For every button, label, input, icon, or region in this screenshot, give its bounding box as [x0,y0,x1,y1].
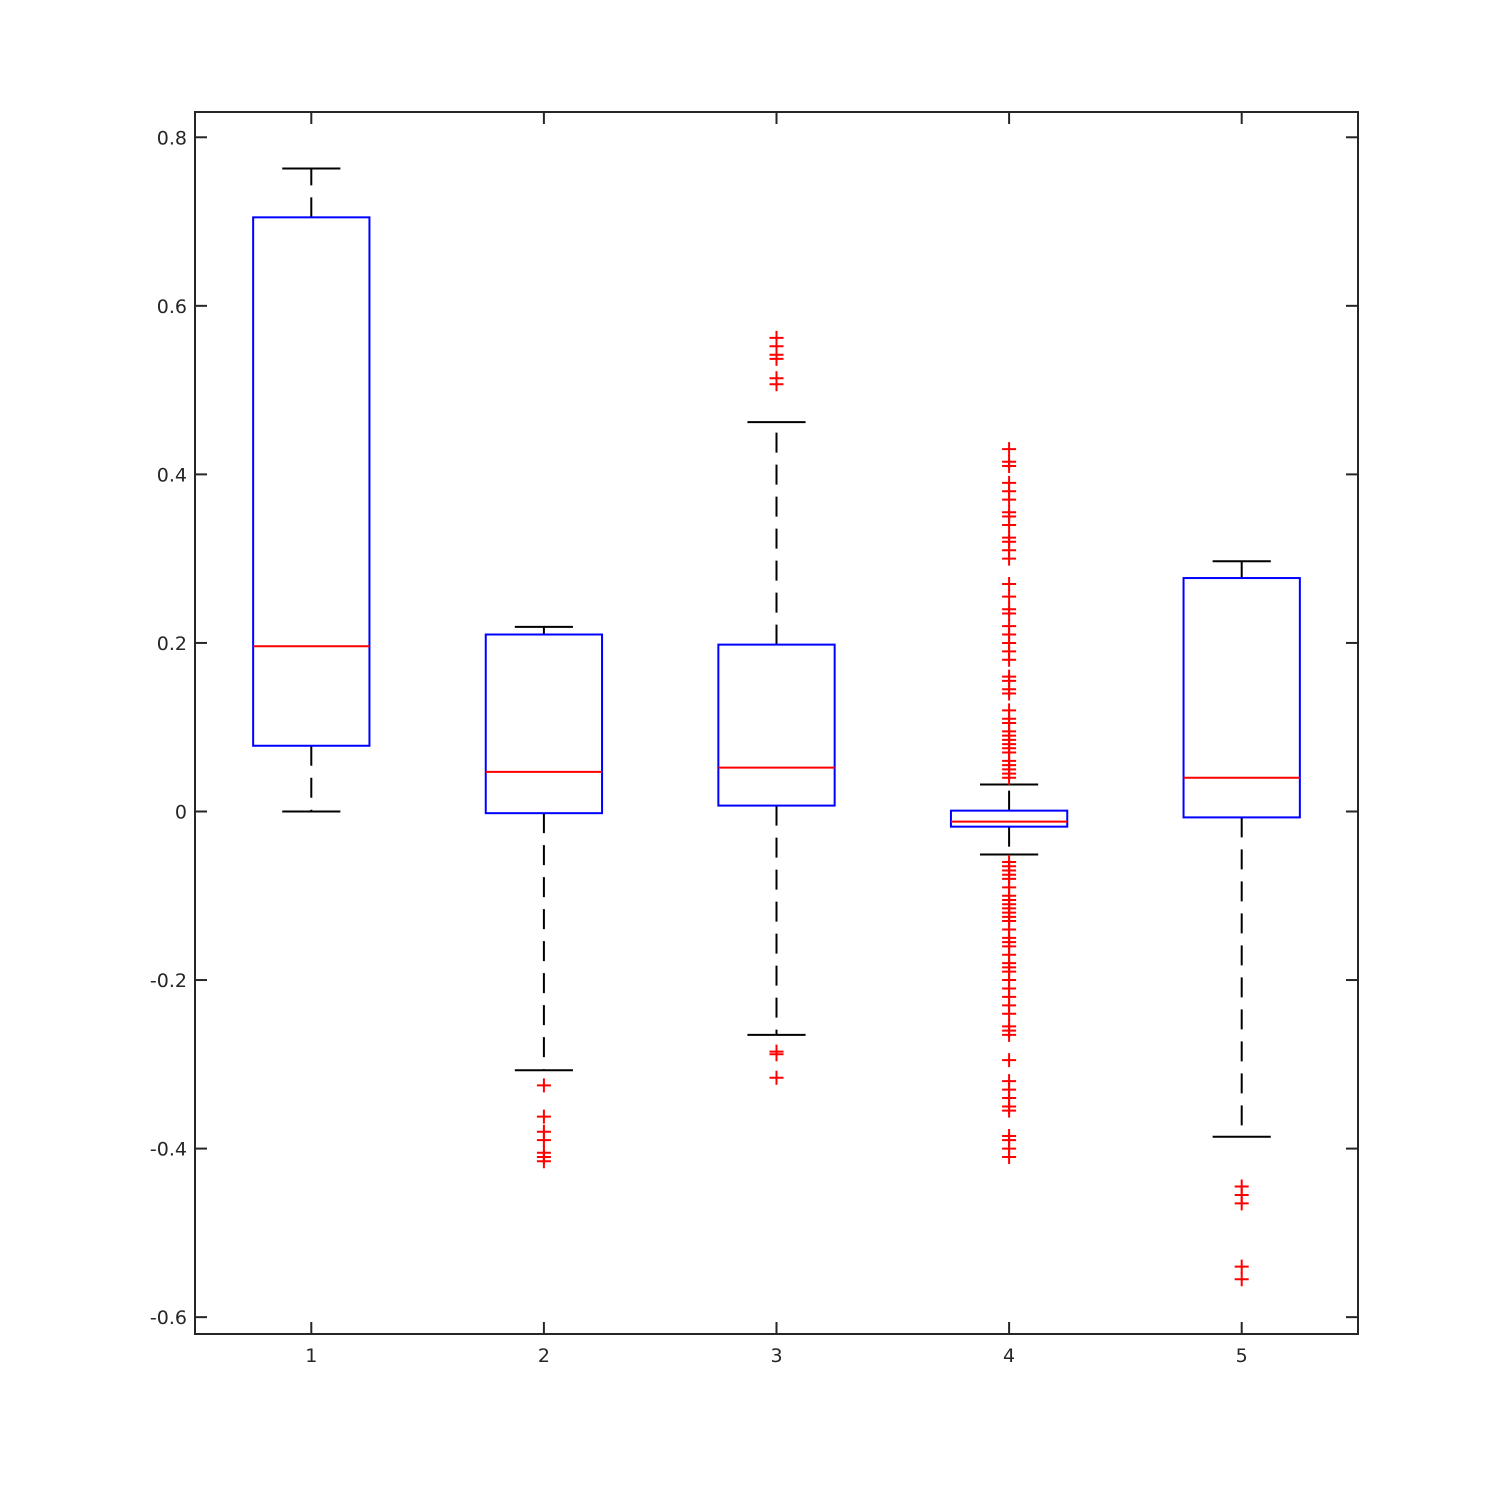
outlier-marker [536,1078,551,1093]
outlier-marker [1234,1272,1249,1287]
outlier-marker [1002,1053,1017,1068]
boxes-layer [252,167,1301,1287]
outlier-marker [1002,458,1017,473]
outlier-marker [1002,1006,1017,1021]
y-tick-label: -0.4 [150,1139,187,1161]
axes-frame [194,111,1359,1335]
outlier-marker [1002,576,1017,591]
outlier-marker [536,1109,551,1124]
iqr-box [949,809,1069,828]
y-tick-label: 0.8 [157,127,187,149]
box-group-1 [252,167,371,813]
iqr-box [252,216,371,747]
outlier-marker [1234,1196,1249,1211]
outlier-marker [1002,606,1017,621]
box-group-5 [1182,560,1301,1287]
outlier-marker [769,1070,784,1085]
outlier-marker [1234,1259,1249,1274]
iqr-box [717,643,836,807]
outlier-marker [536,1154,551,1169]
box-group-2 [484,625,604,1169]
outlier-marker [1002,686,1017,701]
y-tick-label: 0.6 [157,296,187,318]
outlier-marker [1002,1103,1017,1118]
outlier-marker [1002,442,1017,457]
outlier-marker [769,377,784,392]
outlier-marker [769,1047,784,1062]
outlier-marker [1002,770,1017,785]
iqr-box [1182,577,1301,819]
iqr-box [484,633,604,815]
y-tick-label: -0.6 [150,1307,187,1329]
y-tick-label: 0 [175,801,187,823]
outlier-marker [1002,1027,1017,1042]
outlier-marker [769,351,784,366]
outlier-marker [1002,589,1017,604]
x-tick-label: 5 [1236,1345,1248,1367]
outlier-marker [1002,1150,1017,1165]
outlier-marker [1002,652,1017,667]
box-group-3 [717,330,836,1085]
x-tick-label: 2 [538,1345,550,1367]
ticks-layer: 1 2 3 4 5 -0.6 -0.4 -0.2 0 0.2 0.4 0.6 0.8 [150,112,1358,1367]
x-tick-label: 1 [305,1345,317,1367]
outlier-marker [1002,517,1017,532]
x-tick-label: 3 [770,1345,782,1367]
x-tick-label: 4 [1003,1345,1015,1367]
outlier-marker [1002,551,1017,566]
outlier-marker [536,1133,551,1148]
y-tick-label: 0.2 [157,633,187,655]
y-tick-label: 0.4 [157,464,187,486]
outlier-marker [1002,492,1017,507]
y-tick-label: -0.2 [150,970,187,992]
box-group-4 [949,442,1069,1165]
